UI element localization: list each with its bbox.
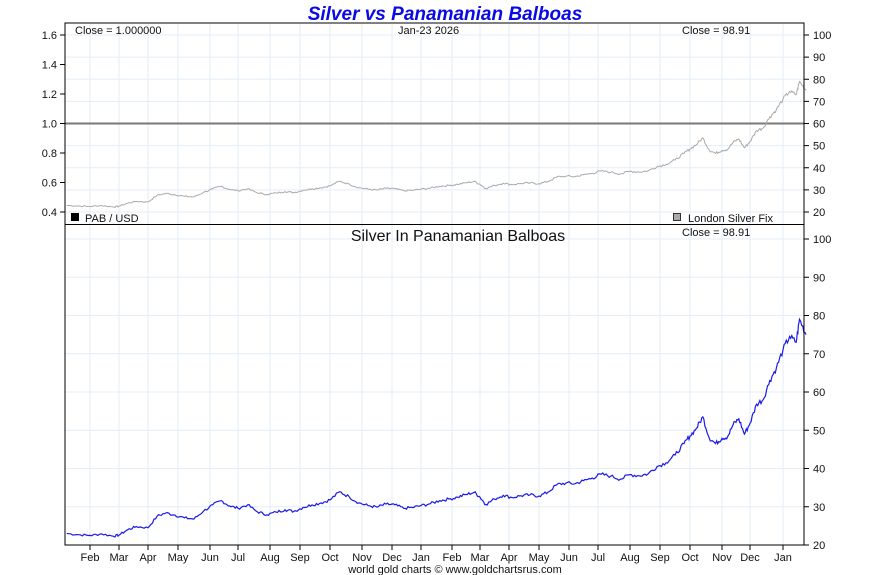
y-tick-label: 30 (813, 502, 825, 514)
x-tick-label: Nov (712, 552, 732, 564)
y-tick-label: 60 (813, 119, 825, 131)
top-left-close-label: Close = 1.000000 (75, 25, 162, 37)
y-tick-label: 60 (813, 387, 825, 399)
x-tick-label: Jun (560, 552, 578, 564)
bottom-close-label: Close = 98.91 (682, 227, 750, 239)
x-tick-label: May (168, 552, 189, 564)
y-tick-label: 30 (813, 185, 825, 197)
x-tick-label: May (529, 552, 550, 564)
x-tick-label: Sep (650, 552, 670, 564)
x-tick-label: Mar (471, 552, 490, 564)
y-tick-label: 40 (813, 464, 825, 476)
y-tick-label: 40 (813, 163, 825, 175)
date-label: Jan-23 2026 (398, 25, 459, 37)
y-tick-label: 20 (813, 207, 825, 219)
y-tick-label: 100 (813, 30, 831, 42)
y-tick-label: 0.6 (42, 178, 57, 190)
y-tick-label: 80 (813, 311, 825, 323)
top-silver-fix-line (66, 80, 807, 208)
y-tick-label: 1.4 (42, 60, 57, 72)
legend-label-pab: PAB / USD (85, 213, 139, 225)
y-tick-label: 100 (813, 234, 831, 246)
y-tick-label: 80 (813, 74, 825, 86)
chart-frame (64, 22, 805, 546)
bottom-panel-grid (65, 225, 804, 546)
y-tick-label: 1.2 (42, 89, 57, 101)
y-tick-label: 0.4 (42, 207, 57, 219)
top-left-axis: 1.6 1.4 1.2 1.0 0.8 0.6 0.4 (42, 30, 65, 219)
bottom-silver-line (66, 317, 807, 538)
y-tick-label: 1.6 (42, 30, 57, 42)
x-tick-label: Dec (382, 552, 402, 564)
y-tick-label: 70 (813, 96, 825, 108)
x-tick-label: Nov (352, 552, 372, 564)
x-tick-label: Apr (139, 552, 156, 564)
chart-title: Silver vs Panamanian Balboas (308, 4, 583, 25)
x-tick-label: Aug (620, 552, 640, 564)
y-tick-label: 90 (813, 52, 825, 64)
bottom-panel-title: Silver In Panamanian Balboas (351, 228, 565, 245)
x-tick-label: Jan (774, 552, 792, 564)
x-tick-label: Aug (260, 552, 280, 564)
x-tick-label: Jun (201, 552, 219, 564)
y-tick-label: 1.0 (42, 119, 57, 131)
footer-credit: world gold charts © www.goldchartsrus.co… (347, 564, 562, 575)
legend-swatch-silver-fix (673, 213, 681, 221)
x-tick-label: Dec (740, 552, 760, 564)
y-tick-label: 20 (813, 540, 825, 552)
y-tick-label: 70 (813, 349, 825, 361)
y-tick-label: 50 (813, 425, 825, 437)
x-tick-label: Feb (81, 552, 100, 564)
y-tick-label: 90 (813, 272, 825, 284)
x-tick-label: Feb (443, 552, 462, 564)
x-tick-label: Sep (290, 552, 310, 564)
x-tick-label: Jul (591, 552, 605, 564)
x-tick-label: Oct (681, 552, 698, 564)
x-tick-label: Oct (321, 552, 338, 564)
bottom-right-axis: 100 90 80 70 60 50 40 30 20 (804, 234, 831, 552)
top-right-close-label: Close = 98.91 (682, 25, 750, 37)
y-tick-label: 0.8 (42, 148, 57, 160)
legend-label-silver-fix: London Silver Fix (688, 213, 773, 225)
legend-swatch-pab (71, 213, 79, 221)
x-axis: Feb Mar Apr May Jun Jul Aug Sep Oct Nov Dec Jan Feb M… (81, 545, 792, 564)
x-tick-label: Apr (500, 552, 517, 564)
x-tick-label: Mar (110, 552, 129, 564)
x-tick-label: Jan (412, 552, 430, 564)
y-tick-label: 50 (813, 141, 825, 153)
top-right-axis: 100 90 80 70 60 50 40 30 20 (804, 30, 831, 219)
x-tick-label: Jul (231, 552, 245, 564)
